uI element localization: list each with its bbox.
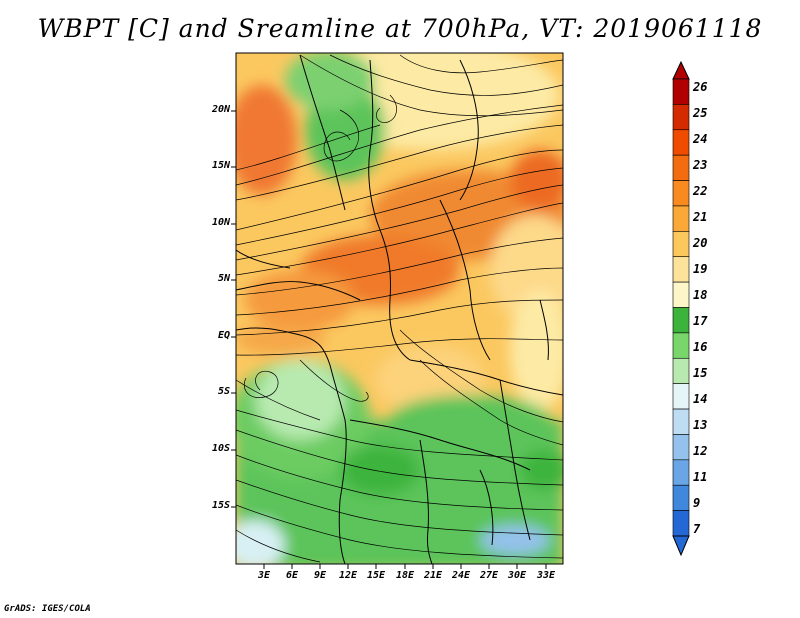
colorbar-label: 15: [693, 366, 708, 380]
country-borders: [236, 54, 563, 564]
lon-tick-label: 18E: [395, 570, 415, 581]
colorbar-label: 20: [693, 236, 708, 250]
lat-tick-label: EQ: [217, 330, 230, 341]
colorbar-label: 22: [693, 184, 708, 198]
lon-tick-label: 9E: [313, 570, 327, 581]
lon-tick-label: 3E: [257, 570, 271, 581]
colorbar-label: 24: [693, 132, 708, 146]
colorbar-label: 19: [693, 262, 708, 276]
colorbar-swatch: [672, 78, 690, 105]
colorbar-top-arrow: [672, 60, 690, 80]
colorbar-swatch: [672, 154, 690, 181]
colorbar-label: 23: [693, 158, 708, 172]
colorbar-label: 18: [693, 288, 708, 302]
lon-tick-label: 12E: [338, 570, 358, 581]
map-title: WBPT [C] and Sreamline at 700hPa, VT: 20…: [37, 14, 763, 43]
colorbar-swatch: [672, 332, 690, 359]
lat-ticks: [231, 110, 236, 508]
colorbar-label: 25: [693, 106, 708, 120]
lon-tick-label: 30E: [507, 570, 527, 581]
colorbar-swatch: [672, 281, 690, 308]
colorbar-swatch: [672, 307, 690, 334]
wbpt-field: [236, 53, 563, 564]
lon-tick-label: 15E: [366, 570, 386, 581]
colorbar-swatch: [672, 459, 690, 486]
colorbar-swatch: [672, 231, 690, 258]
colorbar-swatch: [672, 434, 690, 461]
lat-tick-label: 15N: [211, 160, 230, 171]
colorbar-swatch: [672, 484, 690, 511]
lat-tick-label: 5N: [217, 273, 230, 284]
lon-tick-label: 27E: [479, 570, 499, 581]
colorbar-swatch: [672, 129, 690, 156]
colorbar-swatch: [672, 357, 690, 384]
colorbar-label: 21: [693, 210, 708, 224]
lat-tick-label: 15S: [211, 500, 230, 511]
lon-tick-label: 21E: [423, 570, 443, 581]
lat-tick-label: 20N: [211, 104, 230, 115]
lat-tick-label: 5S: [217, 386, 230, 397]
colorbar-label: 11: [693, 470, 708, 484]
lon-tick-label: 24E: [451, 570, 471, 581]
colorbar-label: 17: [693, 314, 708, 328]
colorbar-swatch: [672, 256, 690, 283]
colorbar-label: 12: [693, 444, 708, 458]
colorbar-label: 9: [693, 496, 701, 510]
colorbar-bottom-arrow: [672, 535, 690, 557]
colorbar-label: 16: [693, 340, 708, 354]
colorbar-label: 26: [693, 80, 708, 94]
colorbar-label: 7: [693, 522, 701, 536]
colorbar-swatch: [672, 408, 690, 435]
colorbar-swatch: [672, 383, 690, 410]
colorbar: [672, 60, 690, 557]
colorbar-label: 13: [693, 418, 708, 432]
colorbar-swatch: [672, 104, 690, 131]
streamlines: [236, 54, 563, 563]
colorbar-swatch: [672, 180, 690, 207]
colorbar-label: 14: [693, 392, 708, 406]
colorbar-swatch: [672, 510, 690, 537]
lon-ticks: [263, 564, 547, 569]
lon-tick-label: 6E: [285, 570, 299, 581]
lon-tick-label: 33E: [536, 570, 556, 581]
colorbar-swatch: [672, 205, 690, 232]
plot-frame: [235, 52, 564, 565]
grads-credit: GrADS: IGES/COLA: [4, 604, 91, 614]
lat-tick-label: 10S: [211, 443, 230, 454]
lat-tick-label: 10N: [211, 217, 230, 228]
